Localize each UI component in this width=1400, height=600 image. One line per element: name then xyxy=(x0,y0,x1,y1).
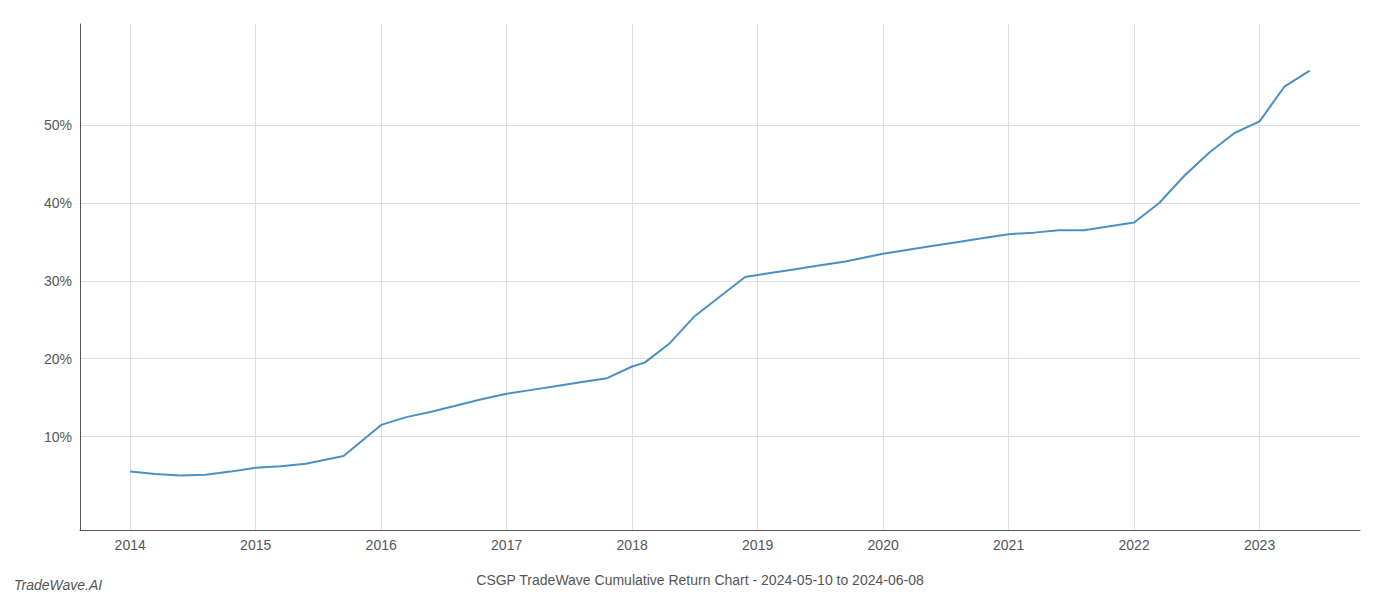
svg-text:20%: 20% xyxy=(44,351,72,367)
svg-text:2018: 2018 xyxy=(617,537,648,553)
svg-text:2020: 2020 xyxy=(868,537,899,553)
svg-text:50%: 50% xyxy=(44,117,72,133)
svg-text:2015: 2015 xyxy=(240,537,271,553)
svg-text:10%: 10% xyxy=(44,429,72,445)
svg-text:40%: 40% xyxy=(44,195,72,211)
svg-text:2019: 2019 xyxy=(742,537,773,553)
svg-text:2014: 2014 xyxy=(115,537,146,553)
svg-text:2021: 2021 xyxy=(993,537,1024,553)
svg-text:2017: 2017 xyxy=(491,537,522,553)
svg-text:TradeWave.AI: TradeWave.AI xyxy=(14,577,102,593)
svg-text:30%: 30% xyxy=(44,273,72,289)
svg-text:2023: 2023 xyxy=(1244,537,1275,553)
svg-text:CSGP TradeWave Cumulative Retu: CSGP TradeWave Cumulative Return Chart -… xyxy=(476,572,924,588)
svg-text:2016: 2016 xyxy=(366,537,397,553)
svg-text:2022: 2022 xyxy=(1119,537,1150,553)
